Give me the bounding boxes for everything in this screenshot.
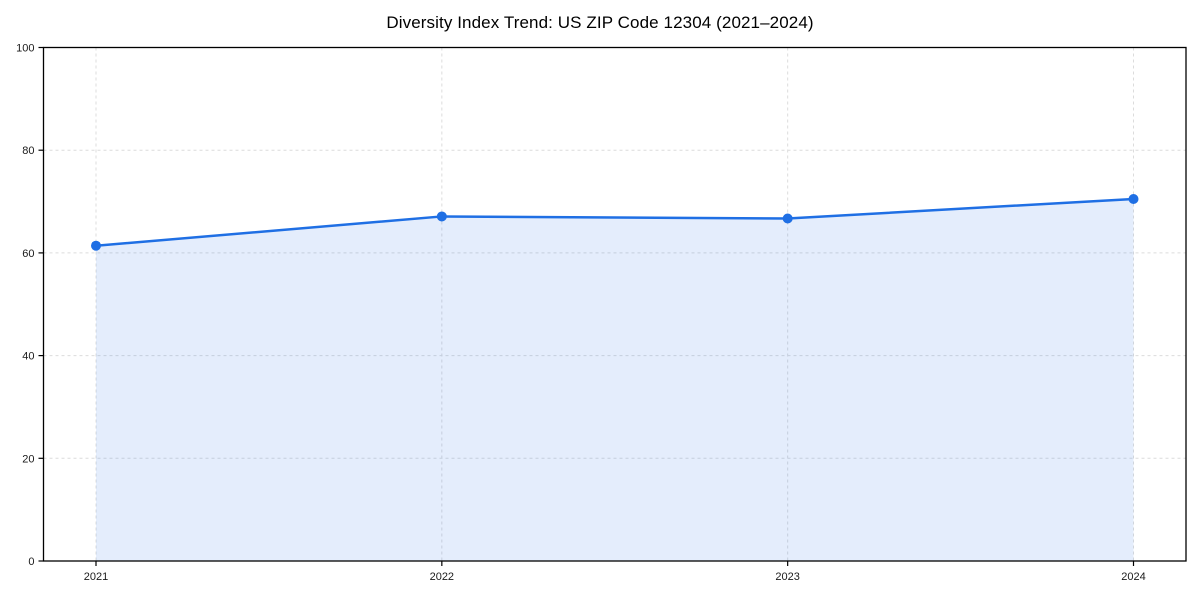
area-fill xyxy=(96,198,1134,562)
trend-line xyxy=(94,197,1135,247)
y-tick-label: 100 xyxy=(16,43,34,55)
plot-border xyxy=(42,46,1187,562)
x-tick-label: 2023 xyxy=(775,571,799,583)
data-point-marker xyxy=(782,213,793,224)
y-tick-label: 60 xyxy=(22,248,34,260)
data-point-marker xyxy=(436,211,447,222)
x-tick-label: 2022 xyxy=(430,571,454,583)
y-tick-label: 40 xyxy=(22,351,34,363)
y-tick-label: 0 xyxy=(28,556,34,568)
data-point-marker xyxy=(1128,193,1139,204)
chart-title: Diversity Index Trend: US ZIP Code 12304… xyxy=(386,13,814,32)
y-tick-label: 80 xyxy=(22,145,34,157)
x-tick-label: 2021 xyxy=(84,571,108,583)
x-tick-label: 2024 xyxy=(1121,571,1145,583)
data-point-marker xyxy=(91,240,101,251)
y-tick-label: 20 xyxy=(22,453,34,465)
